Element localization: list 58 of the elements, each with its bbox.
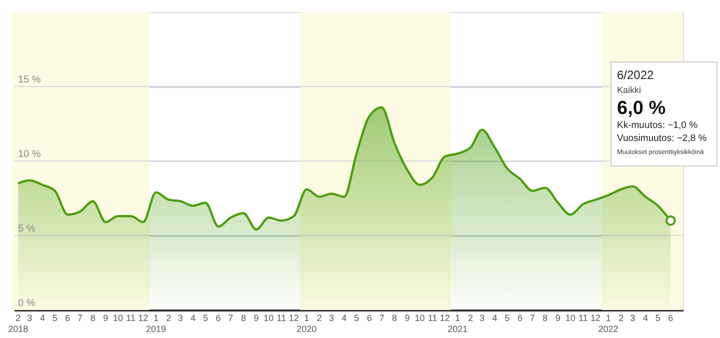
y-tick-label: 15 % [18, 74, 41, 86]
x-tick-label: 8 [542, 313, 548, 323]
x-tick-label: 4 [40, 313, 45, 323]
x-tick-label: 2 [618, 313, 624, 323]
x-tick-label: 9 [404, 313, 410, 323]
x-tick-label: 10 [112, 313, 124, 323]
x-tick-label: 10 [565, 313, 576, 323]
annotation: Kaikki [617, 85, 642, 95]
x-tick-label: 4 [492, 313, 498, 323]
x-tick-label: 3 [480, 313, 485, 323]
annotation: Vuosimuutos: −2,8 % [617, 133, 708, 144]
x-tick-label: 11 [126, 313, 136, 323]
x-tick-label: 9 [555, 313, 560, 323]
x-tick-label: 2 [166, 313, 172, 323]
y-tick-label: 5 % [18, 224, 36, 234]
x-tick-label: 12 [440, 313, 450, 323]
x-tick-label: 11 [428, 313, 438, 323]
x-tick-label: 9 [103, 313, 108, 323]
x-tick-label: 8 [240, 313, 246, 323]
y-tick-label: 10 % [18, 149, 41, 160]
x-tick-label: 8 [392, 313, 398, 323]
x-tick-label: 11 [578, 313, 588, 323]
x-tick-label: 7 [228, 313, 234, 323]
x-tick-label: 7 [530, 313, 535, 323]
x-tick-label: 12 [590, 313, 601, 323]
x-tick-label: 3 [328, 313, 334, 323]
x-tick-label: 5 [504, 313, 510, 323]
x-tick-label: 2 [468, 313, 473, 323]
x-tick-label: 4 [190, 313, 196, 323]
x-tick-label: 3 [178, 313, 183, 323]
x-tick-label: 10 [414, 313, 425, 323]
x-tick-label: 6 [517, 313, 522, 323]
x-tick-label: 6 [65, 313, 70, 323]
x-tick-label: 6 [216, 313, 221, 323]
x-tick-label: 5 [202, 313, 208, 323]
x-tick-label: 2 2018 [8, 313, 28, 334]
x-tick-label: 11 [276, 313, 286, 323]
x-tick-label: 10 [264, 313, 274, 323]
x-tick-label: 2 [316, 313, 322, 323]
x-tick-label: 7 [78, 313, 83, 323]
annotation: 6,0 % [617, 98, 666, 119]
y-tick-label: 0 % [18, 298, 36, 309]
x-tick-label: 7 [379, 313, 384, 323]
x-tick-label: 5 [354, 313, 360, 323]
x-tick-label: 9 [254, 313, 259, 323]
x-tick-label: 6 [668, 313, 674, 323]
x-tick-label: 4 [342, 313, 347, 323]
x-tick-label: 3 [630, 313, 636, 323]
annotation: 6/2022 [617, 68, 654, 82]
x-tick-label: 12 [138, 313, 148, 323]
x-tick-label: 5 [52, 313, 58, 323]
x-tick-label: 5 [655, 313, 660, 323]
x-tick-label: 6 [366, 313, 372, 323]
x-tick-label: 8 [90, 313, 96, 323]
x-tick-label: 4 [642, 313, 648, 323]
annotation: Kk-muutos: −1,0 % [617, 120, 698, 131]
x-tick-label: 3 [27, 313, 32, 323]
x-tick-label: 12 [288, 313, 299, 323]
